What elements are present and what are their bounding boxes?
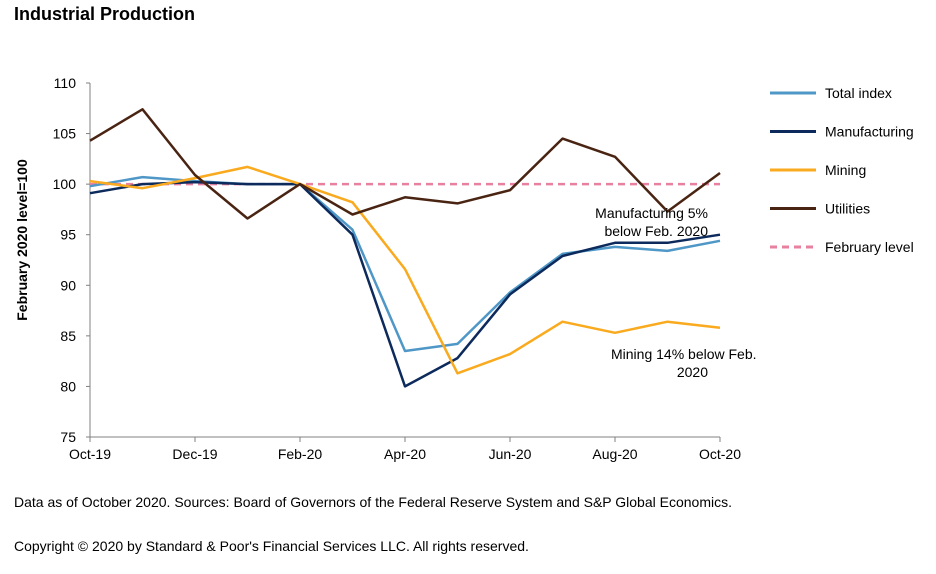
annotation-manufacturing-line: below Feb. 2020	[604, 223, 708, 239]
chart-legend: Total index Manufacturing Mining Utilities F…	[770, 85, 914, 255]
x-tick-label: Feb-20	[278, 446, 323, 462]
series-line-mining	[89, 165, 721, 375]
legend-label: Total index	[825, 85, 892, 101]
series-line-total-index	[89, 175, 721, 353]
series-line-utilities	[89, 108, 721, 220]
y-tick-label: 100	[53, 176, 77, 192]
y-tick-label: 95	[60, 227, 76, 243]
annotation-mining-line: Mining 14% below Feb.	[611, 346, 757, 362]
series-line-manufacturing	[89, 180, 721, 388]
y-tick-label: 110	[54, 75, 77, 91]
chart-axes: 75 80 85 90 95 100 105 110 Oct-19 Dec-19 Feb-20 Apr…	[53, 75, 742, 462]
series-layer	[89, 108, 721, 388]
x-tick-label: Oct-19	[69, 446, 111, 462]
chart-annotations: Manufacturing 5% below Feb. 2020 Mining 14…	[595, 205, 756, 380]
y-tick-label: 80	[60, 378, 76, 394]
y-tick-label: 105	[53, 126, 77, 142]
annotation-manufacturing-line: Manufacturing 5%	[595, 205, 708, 221]
x-tick-label: Dec-19	[172, 446, 217, 462]
y-axis-label: February 2020 level=100	[14, 159, 30, 321]
x-tick-label: Oct-20	[699, 446, 741, 462]
y-tick-label: 75	[60, 429, 76, 445]
x-tick-label: Jun-20	[489, 446, 532, 462]
legend-label: Manufacturing	[825, 124, 914, 140]
x-tick-label: Aug-20	[592, 446, 637, 462]
legend-label: February level	[825, 239, 914, 255]
x-tick-label: Apr-20	[384, 446, 426, 462]
y-tick-label: 90	[60, 277, 76, 293]
footer-copyright: Copyright © 2020 by Standard & Poor's Fi…	[14, 538, 529, 554]
legend-label: Mining	[825, 162, 866, 178]
legend-label: Utilities	[825, 201, 870, 217]
footer-source-note: Data as of October 2020. Sources: Board …	[14, 494, 732, 510]
annotation-mining-line: 2020	[677, 364, 708, 380]
y-tick-label: 85	[60, 328, 76, 344]
chart-title: Industrial Production	[14, 4, 196, 24]
